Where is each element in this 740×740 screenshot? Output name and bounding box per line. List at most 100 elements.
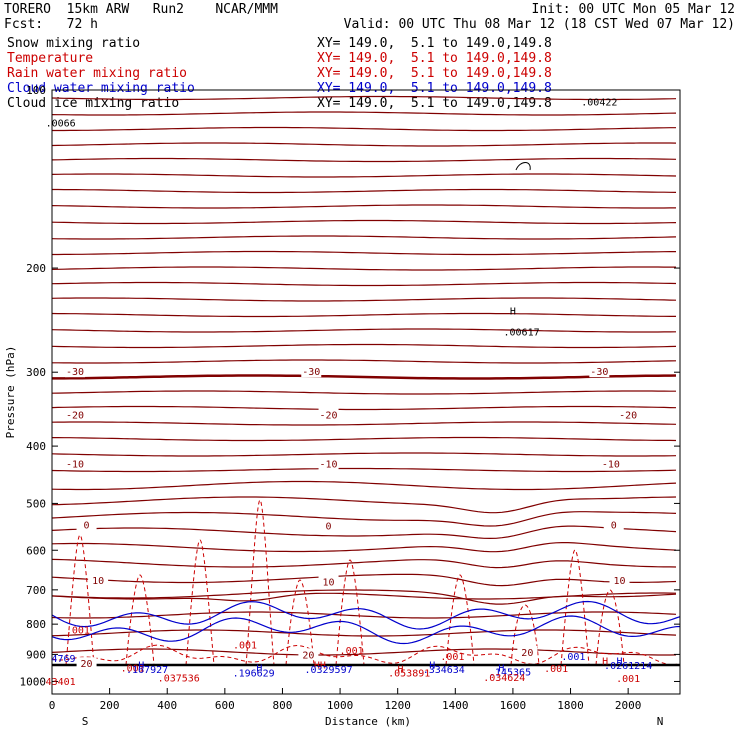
extremum-label: 4769	[51, 654, 75, 665]
temperature-contour	[51, 111, 677, 116]
extremum-label: .145365	[489, 668, 531, 679]
temperature-label-bg	[600, 457, 621, 470]
extremum-label: .167927	[126, 665, 168, 676]
temperature-contour	[51, 95, 677, 101]
temperature-contour	[51, 266, 676, 271]
temperature-label: -10	[320, 460, 338, 471]
temperature-contour	[52, 126, 676, 132]
rain-water-contours	[51, 499, 678, 666]
y-tick-label: 400	[26, 440, 46, 453]
temperature-contour	[51, 525, 677, 540]
temperature-label-bg	[517, 645, 538, 658]
model-title: TORERO 15km ARW Run2 NCAR/MMM	[4, 2, 278, 17]
temperature-label: 10	[92, 576, 104, 587]
extremum-label: .0329597	[304, 665, 352, 676]
temperature-label-bg	[65, 457, 86, 470]
temperature-contour	[51, 467, 677, 473]
cloud-water-contour	[51, 600, 681, 630]
temperature-label: 10	[613, 576, 625, 587]
temperature-label-bg	[318, 408, 339, 421]
extremum-label: .0066	[46, 119, 76, 130]
temperature-label: -30	[302, 367, 320, 378]
temperature-label: 0	[611, 521, 617, 532]
legend-cloud-ice-xy: XY= 149.0, 5.1 to 149.0,149.8	[317, 96, 552, 111]
rain-water-contour	[51, 644, 678, 666]
temperature-label: 20	[81, 659, 93, 670]
extremum-label: .001	[561, 652, 585, 663]
forecast-hour: Fcst: 72 h	[4, 17, 98, 32]
cloud-water-contour	[51, 615, 681, 645]
extremum-label: .00422	[581, 98, 617, 109]
temperature-contours	[51, 95, 677, 656]
extremum-label: H	[498, 663, 504, 674]
cloud-ice-contour	[515, 162, 531, 171]
legend-rain-name: Rain water mixing ratio	[7, 66, 188, 81]
temperature-contour	[51, 648, 677, 656]
temperature-label: -20	[66, 410, 84, 421]
temperature-contour	[51, 452, 677, 457]
rain-water-contour	[510, 604, 540, 666]
temperature-contour	[51, 558, 677, 569]
x-tick-label: 400	[157, 699, 177, 712]
temperature-label-bg	[318, 457, 339, 470]
x-tick-label: 1800	[557, 699, 584, 712]
temperature-contour	[52, 188, 677, 194]
temperature-label: -10	[66, 460, 84, 471]
extremum-label: H	[616, 656, 622, 667]
temperature-contour	[52, 374, 677, 380]
temperature-contour	[51, 496, 677, 514]
y-tick-label: 1000	[20, 675, 47, 688]
extremum-label: H	[138, 661, 144, 672]
extremum-label: .196629	[233, 668, 275, 679]
temperature-label: 10	[323, 577, 335, 588]
temperature-label: 20	[521, 648, 533, 659]
temperature-label-bg	[76, 657, 97, 670]
extremum-label: .001	[544, 664, 568, 675]
legend-cloud-water-xy: XY= 149.0, 5.1 to 149.0,149.8	[317, 81, 552, 96]
temperature-contour	[52, 250, 676, 256]
temperature-label-bg	[88, 573, 109, 586]
temperature-contour	[51, 297, 677, 302]
extremum-label: .037536	[158, 673, 200, 684]
temperature-label: 0	[326, 521, 332, 532]
plot-frame	[51, 89, 681, 695]
temperature-contour	[51, 219, 677, 225]
temperature-label-bg	[609, 573, 630, 586]
rain-water-contour	[125, 574, 155, 666]
temperature-contour	[51, 281, 677, 287]
y-tick-label: 600	[26, 544, 46, 557]
temperature-label-bg	[301, 365, 322, 378]
temperature-label-bg	[318, 519, 339, 532]
legend-snow-xy: XY= 149.0, 5.1 to 149.0,149.8	[317, 36, 552, 51]
extremum-label: .001	[233, 641, 257, 652]
rain-water-contour	[245, 499, 275, 666]
extremum-label: H	[398, 665, 404, 676]
x-tick-label: 1000	[327, 699, 354, 712]
y-tick-label: 100	[26, 84, 46, 97]
temperature-contour	[51, 390, 676, 395]
extremum-label: H	[510, 307, 516, 318]
rain-water-contour	[185, 539, 215, 666]
temperature-contour	[51, 511, 677, 527]
x-tick-label: 800	[273, 699, 293, 712]
legend-temperature-xy: XY= 149.0, 5.1 to 149.0,149.8	[317, 51, 552, 66]
extremum-label: .001	[616, 674, 640, 685]
x-tick-label: 1600	[500, 699, 527, 712]
legend-rain-xy: XY= 149.0, 5.1 to 149.0,149.8	[317, 66, 552, 81]
y-tick-label: 500	[26, 497, 46, 510]
x-tick-label: 1200	[384, 699, 411, 712]
cloud-ice-contours	[515, 162, 531, 171]
temperature-contour	[52, 436, 677, 442]
temperature-contour	[51, 173, 677, 178]
extremum-label: .001	[66, 625, 90, 636]
extremum-label: HH	[314, 661, 326, 672]
temperature-label-bg	[318, 575, 339, 588]
temperature-label: -10	[602, 460, 620, 471]
temperature-contour	[51, 542, 677, 553]
temperature-label: -20	[619, 410, 637, 421]
temperature-contour	[51, 343, 677, 349]
legend-snow-name: Snow mixing ratio	[7, 36, 141, 51]
y-tick-label: 200	[26, 262, 46, 275]
x-tick-label: 600	[215, 699, 235, 712]
